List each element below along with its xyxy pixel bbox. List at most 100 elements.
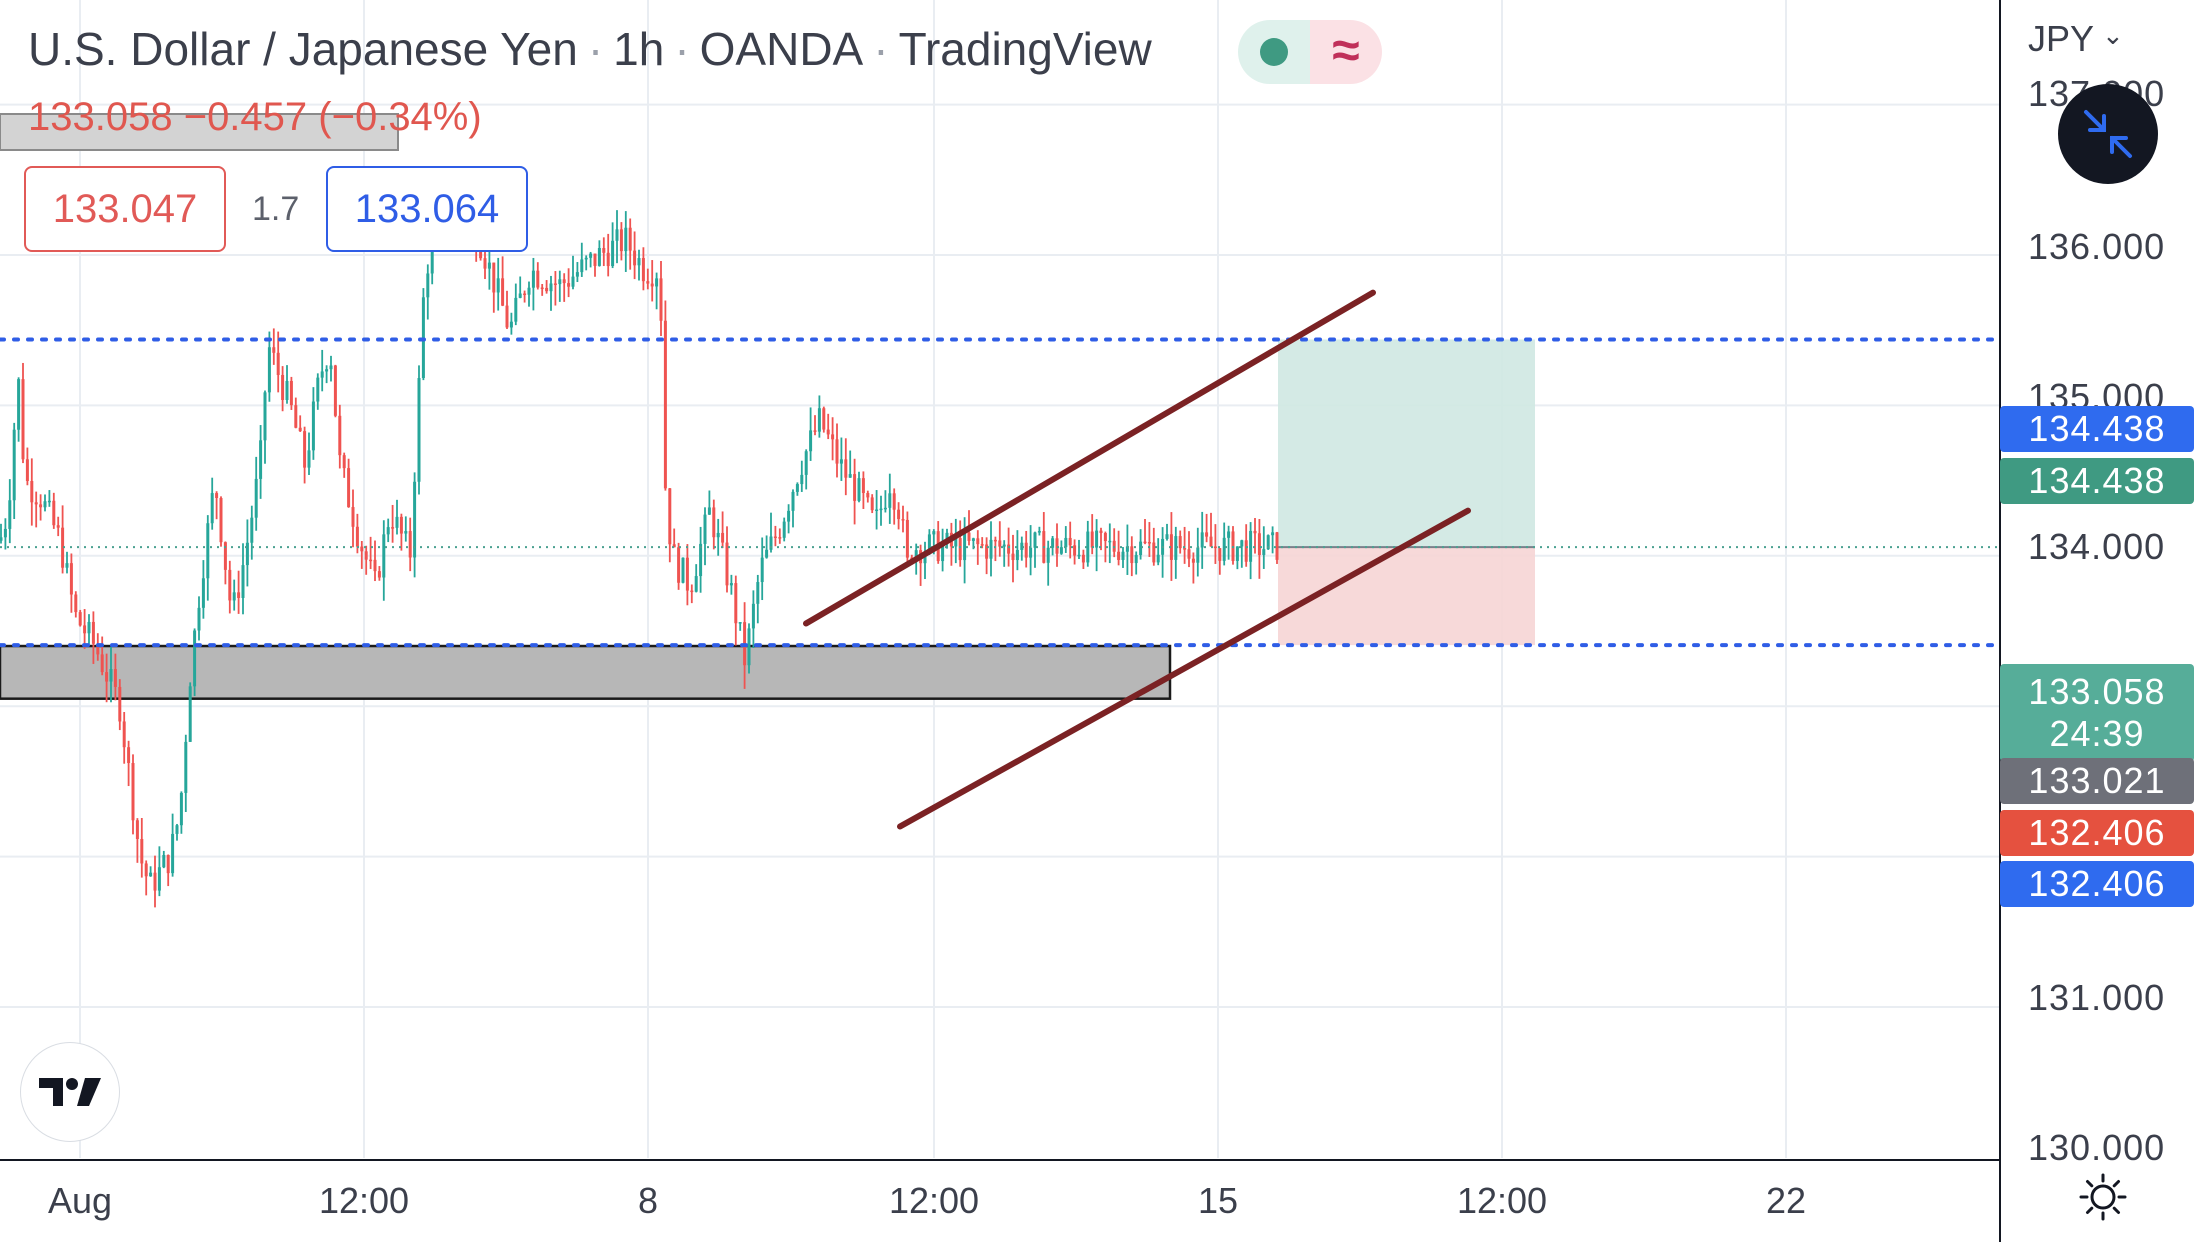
channel-lower-line xyxy=(897,507,1471,830)
candle-body xyxy=(839,459,843,464)
candle-body xyxy=(417,378,421,482)
market-status-pill[interactable]: ≈ xyxy=(1238,20,1382,84)
tradingview-logo[interactable] xyxy=(20,1042,120,1142)
spread-value: 1.7 xyxy=(252,190,300,228)
candle-body xyxy=(659,278,663,321)
candle-body xyxy=(56,525,60,528)
target-price-label: 134.438 xyxy=(2000,406,2194,452)
candle-body xyxy=(637,258,641,266)
candle-body xyxy=(1095,530,1099,548)
candle-body xyxy=(756,582,760,604)
candle-body xyxy=(980,544,984,546)
candle-body xyxy=(166,854,170,874)
tradingview-logo-icon xyxy=(39,1078,101,1106)
candle-body xyxy=(316,377,320,402)
last-price-label: 133.058 24:39 xyxy=(2000,664,2194,762)
candle-body xyxy=(985,544,989,559)
candle-body xyxy=(47,500,51,503)
candle-body xyxy=(78,612,82,626)
entry-price-label: 133.021 xyxy=(2000,758,2194,804)
candle-body xyxy=(624,227,628,252)
y-axis-tick: 131.000 xyxy=(2028,977,2166,1018)
candle-body xyxy=(127,747,131,764)
channel-upper-line xyxy=(803,289,1376,627)
interval-label[interactable]: 1h xyxy=(613,23,665,75)
candle-body xyxy=(408,531,412,558)
candle-body xyxy=(773,536,777,539)
currency-label: JPY xyxy=(2028,18,2095,59)
candle-body xyxy=(135,820,139,839)
candle-body xyxy=(153,872,157,891)
candle-body xyxy=(1121,551,1125,560)
candle-body xyxy=(360,546,364,552)
candle-body xyxy=(1257,533,1261,555)
position-profit-zone xyxy=(1278,339,1535,548)
candle-body xyxy=(1174,536,1178,560)
candle-body xyxy=(875,509,879,511)
candle-body xyxy=(795,484,799,492)
candle-body xyxy=(699,543,703,577)
candle-body xyxy=(580,259,584,273)
candle-body xyxy=(901,519,905,521)
price-change: 133.058 −0.457 (−0.34%) xyxy=(28,95,482,139)
candle-body xyxy=(1200,532,1204,548)
collapse-button[interactable] xyxy=(2058,84,2158,184)
chart-title[interactable]: U.S. Dollar / Japanese Yen · 1h · OANDA · Trad… xyxy=(28,23,1152,75)
candle-body xyxy=(1152,542,1156,563)
candle-body xyxy=(738,622,742,624)
candle-body xyxy=(184,741,188,793)
candle-body xyxy=(1007,544,1011,554)
candle-body xyxy=(941,544,945,562)
sell-button[interactable]: 133.047 xyxy=(24,166,226,252)
candle-body xyxy=(65,563,69,568)
candle-body xyxy=(531,270,535,288)
candle-body xyxy=(782,521,786,538)
candle-body xyxy=(725,542,729,586)
candle-body xyxy=(34,502,38,505)
candle-body xyxy=(1139,541,1143,556)
candle-body xyxy=(866,493,870,498)
candle-body xyxy=(1213,546,1217,549)
candle-body xyxy=(1209,536,1213,547)
candle-body xyxy=(131,763,135,821)
candle-body xyxy=(87,621,91,634)
candle-body xyxy=(835,439,839,464)
candle-body xyxy=(646,281,650,284)
candle-body xyxy=(655,278,659,287)
candle-body xyxy=(523,293,527,296)
candle-body xyxy=(729,583,733,586)
candle-body xyxy=(1134,555,1138,564)
candle-body xyxy=(1125,546,1129,552)
gear-icon[interactable] xyxy=(2078,1172,2128,1222)
candle-body xyxy=(1130,546,1134,564)
candle-body xyxy=(562,279,566,284)
candle-body xyxy=(628,227,632,251)
candle-body xyxy=(1143,541,1147,544)
symbol-name[interactable]: U.S. Dollar / Japanese Yen xyxy=(28,23,578,75)
currency-select[interactable]: JPY ⌄ xyxy=(2028,18,2124,60)
candle-body xyxy=(1156,554,1160,563)
candle-body xyxy=(993,539,997,542)
x-axis-tick: 12:00 xyxy=(318,1180,410,1221)
candle-body xyxy=(619,229,623,252)
candle-body xyxy=(430,239,434,274)
candle-body xyxy=(303,431,307,468)
candle-body xyxy=(1266,535,1270,550)
candle-body xyxy=(787,510,791,522)
candle-body xyxy=(672,544,676,548)
candle-body xyxy=(897,509,901,520)
candle-body xyxy=(716,532,720,538)
candle-body xyxy=(571,276,575,287)
x-axis-tick: 8 xyxy=(637,1180,659,1221)
candle-body xyxy=(3,528,7,538)
candle-body xyxy=(259,440,263,479)
position-loss-zone xyxy=(1278,547,1535,646)
candle-body xyxy=(505,305,509,328)
x-axis-tick: 15 xyxy=(1197,1180,1239,1221)
candle-body xyxy=(373,559,377,572)
collapse-arrows-icon xyxy=(2084,110,2132,158)
buy-button[interactable]: 133.064 xyxy=(326,166,528,252)
candle-body xyxy=(1024,542,1028,558)
candle-body xyxy=(1086,531,1090,563)
